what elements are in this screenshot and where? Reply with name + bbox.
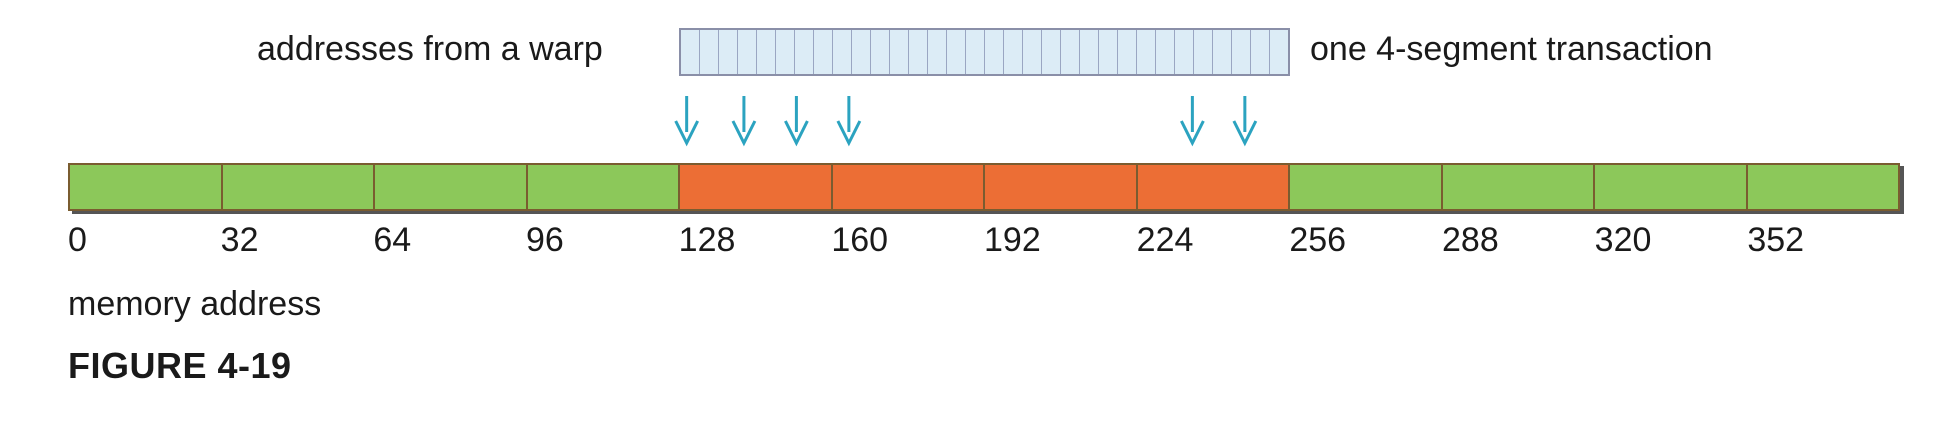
warp-addresses-label: addresses from a warp — [257, 30, 603, 68]
memory-segment — [1747, 165, 1898, 209]
memory-segment — [70, 165, 223, 209]
warp-address-cell — [1118, 30, 1137, 74]
memory-segment — [1595, 165, 1748, 209]
memory-segment — [375, 165, 528, 209]
tick-label: 192 — [984, 221, 1041, 259]
warp-address-cell — [1004, 30, 1023, 74]
tick-label: 128 — [678, 221, 736, 259]
access-arrow — [784, 96, 809, 147]
tick-label: 224 — [1136, 221, 1194, 259]
warp-address-cell — [1042, 30, 1061, 74]
warp-address-cell — [1156, 30, 1175, 74]
warp-address-cell — [1175, 30, 1194, 74]
warp-address-cell — [833, 30, 852, 74]
warp-address-strip — [679, 28, 1290, 76]
warp-address-cell — [1023, 30, 1042, 74]
warp-address-cell — [757, 30, 776, 74]
warp-address-cell — [871, 30, 890, 74]
warp-address-cell — [776, 30, 795, 74]
tick-label: 0 — [68, 221, 87, 259]
accessed-memory-segment — [1137, 165, 1290, 209]
warp-address-cell — [681, 30, 700, 74]
tick-label: 64 — [373, 221, 412, 259]
axis-label: memory address — [68, 285, 322, 323]
warp-address-cell — [738, 30, 757, 74]
warp-address-cell — [909, 30, 928, 74]
warp-address-cell — [1099, 30, 1118, 74]
memory-segment-row — [68, 163, 1900, 211]
warp-address-cell — [1251, 30, 1270, 74]
warp-address-cell — [1061, 30, 1080, 74]
tick-label: 320 — [1594, 221, 1652, 259]
access-arrow — [731, 96, 757, 147]
tick-label: 160 — [831, 221, 889, 259]
accessed-memory-segment — [832, 165, 985, 209]
memory-segment — [222, 165, 375, 209]
accessed-memory-segment — [680, 165, 833, 209]
warp-address-cell — [1232, 30, 1251, 74]
memory-segment — [527, 165, 680, 209]
figure-caption: FIGURE 4-19 — [68, 345, 292, 386]
memory-segment — [1442, 165, 1595, 209]
warp-address-cell — [947, 30, 966, 74]
tick-label: 32 — [220, 221, 259, 259]
warp-address-cell — [795, 30, 814, 74]
memory-segment — [1290, 165, 1443, 209]
warp-address-cell — [700, 30, 719, 74]
warp-address-cell — [1137, 30, 1156, 74]
warp-address-cell — [985, 30, 1004, 74]
warp-address-cell — [852, 30, 871, 74]
access-arrow — [674, 96, 700, 147]
tick-label: 96 — [526, 221, 564, 259]
tick-label: 352 — [1747, 221, 1805, 259]
transaction-label: one 4-segment transaction — [1310, 30, 1713, 68]
tick-label: 288 — [1442, 221, 1499, 259]
warp-address-cell — [719, 30, 738, 74]
warp-address-cell — [1080, 30, 1099, 74]
access-arrow — [1232, 96, 1258, 147]
warp-address-cell — [814, 30, 833, 74]
access-arrow — [836, 96, 862, 147]
warp-address-cell — [1194, 30, 1213, 74]
tick-label: 256 — [1289, 221, 1347, 259]
warp-address-cell — [890, 30, 909, 74]
accessed-memory-segment — [985, 165, 1138, 209]
warp-address-cell — [928, 30, 947, 74]
warp-address-cell — [1213, 30, 1232, 74]
access-arrow — [1180, 96, 1205, 147]
warp-address-cell — [966, 30, 985, 74]
